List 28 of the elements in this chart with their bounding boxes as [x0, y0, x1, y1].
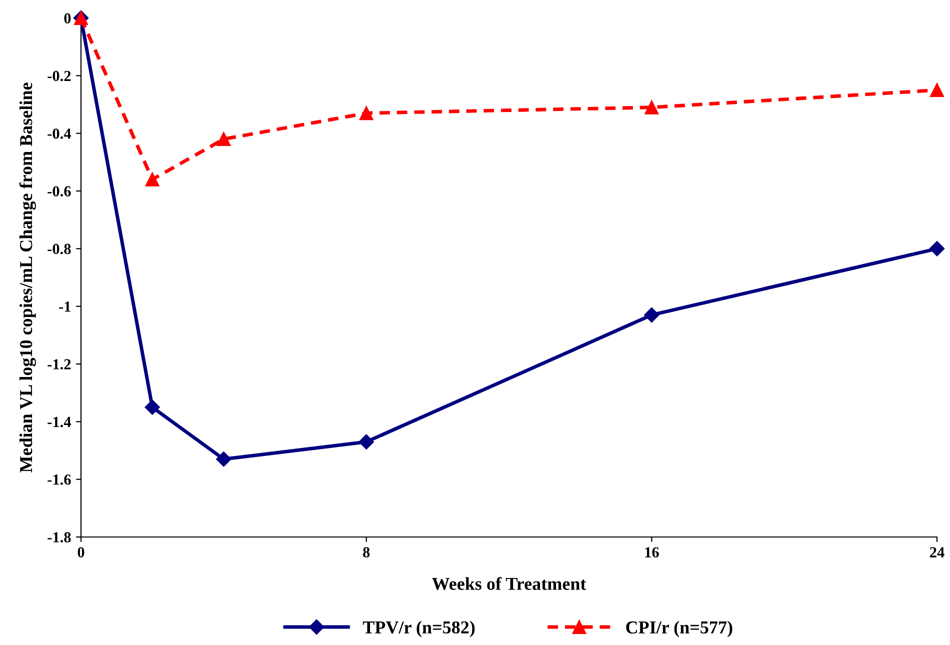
point: [358, 434, 374, 450]
x-tick-label: 0: [78, 547, 84, 558]
y-tick-label: 0: [64, 13, 71, 24]
point: [216, 452, 232, 467]
x-tick-label: 24: [930, 547, 944, 558]
y-tick-label: -1.4: [48, 416, 71, 428]
point: [216, 132, 231, 146]
x-tick-label: 8: [363, 547, 370, 558]
y-axis-title: Median VL log10 copies/mL Change from Baseline: [19, 82, 36, 472]
y-tick-label: -0.6: [48, 186, 71, 197]
y-tick-label: -1.8: [48, 532, 71, 543]
y-tick-label: -1.6: [48, 474, 71, 485]
y-tick-label: -0.8: [48, 244, 71, 254]
x-axis-title: Weeks of Treatment: [432, 577, 586, 590]
legend-label: CPI/r (n=577): [626, 620, 732, 638]
point: [930, 83, 944, 98]
point: [644, 307, 660, 323]
point: [929, 241, 945, 256]
y-tick-label: -1: [59, 302, 70, 312]
point: [144, 400, 160, 415]
point: [359, 106, 374, 120]
point: [145, 172, 160, 186]
y-tick-label: -1.2: [48, 359, 71, 370]
legend-label: TPV/r (n=582): [362, 620, 475, 638]
y-tick-label: -0.4: [48, 128, 71, 139]
y-tick-label: -0.2: [48, 70, 71, 82]
point: [644, 100, 659, 114]
x-tick-label: 16: [645, 547, 659, 558]
